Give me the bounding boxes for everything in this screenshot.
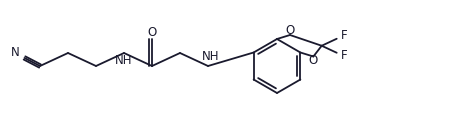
Text: O: O xyxy=(285,24,294,37)
Text: O: O xyxy=(147,26,156,40)
Text: NH: NH xyxy=(202,50,219,64)
Text: F: F xyxy=(340,49,346,62)
Text: O: O xyxy=(308,54,318,67)
Text: F: F xyxy=(340,29,346,42)
Text: N: N xyxy=(11,47,19,59)
Text: NH: NH xyxy=(115,53,133,67)
